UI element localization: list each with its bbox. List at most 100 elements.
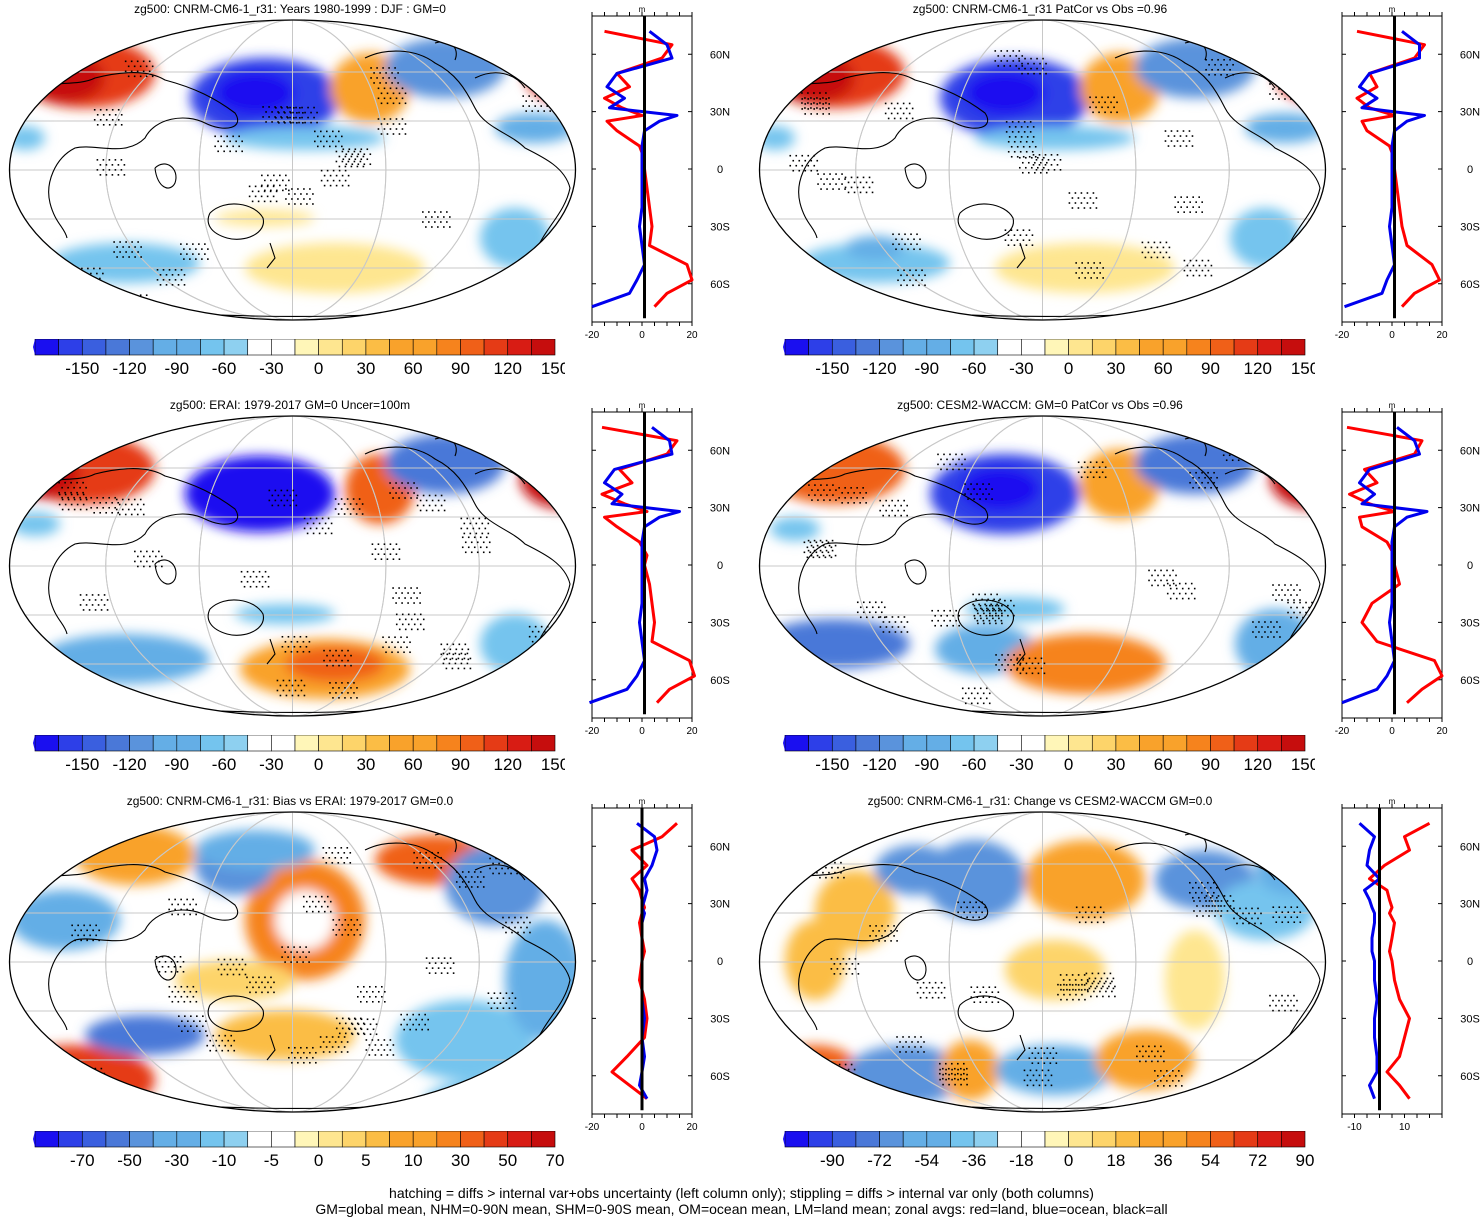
colorbar-cell [389,338,414,356]
colorbar-cell [200,338,225,356]
colorbar-cell [531,734,556,752]
colorbar-cell [460,1130,485,1148]
colorbar-cell [1115,1130,1140,1148]
anomaly-region [785,920,845,1000]
anomaly-region [1230,208,1300,268]
zonal-lat-label: 30N [1460,899,1480,911]
zonal-unit-label: m [1389,5,1396,14]
colorbar-cell [389,734,414,752]
zonal-xtick-label: 20 [1436,726,1448,737]
anomaly-region [1135,434,1255,494]
colorbar-tick-label: -90 [915,755,940,774]
zonal-lat-label: 60S [710,1071,730,1083]
anomaly-region [9,126,45,150]
zonal-xtick-label: 20 [686,1122,698,1133]
colorbar-tick-label: -30 [1009,359,1034,378]
colorbar-cell [1233,1130,1259,1148]
colorbar-cell [341,734,367,752]
zonal-xtick-label: -20 [1335,330,1350,341]
world-map [758,415,1327,717]
colorbar-cell [483,338,509,356]
colorbar-cell [436,734,461,752]
zonal-ocean-line [591,30,679,309]
colorbar-cell [460,734,485,752]
anomaly-region [1215,880,1315,940]
anomaly-region [775,53,855,103]
colorbar-cell [271,338,296,356]
colorbar-cell [507,1130,532,1148]
colorbar-cell [129,338,154,356]
anomaly-region [940,1040,1000,1100]
zonal-lat-label: 0 [717,956,723,968]
colorbar-tick-label: -60 [212,359,237,378]
colorbar-cell [1021,1130,1046,1148]
colorbar-cell [1068,338,1093,356]
colorbar: -70 -50 -30 -10 -5 0 5 10 30 50 70 [33,1130,564,1170]
colorbar-tick-label: -120 [863,755,897,774]
colorbar-cell [318,734,343,752]
anomaly-region [1025,840,1145,920]
colorbar-tick-label: 10 [404,1151,423,1170]
colorbar-cell [1115,734,1140,752]
colorbar-cell [507,338,532,356]
colorbar-cell [129,1130,154,1148]
colorbar-cell [1091,1130,1117,1148]
colorbar-cell [855,734,880,752]
zonal-ocean-line [1343,30,1426,309]
colorbar-cell [1281,734,1306,752]
colorbar-cell [1233,734,1259,752]
colorbar-tick-label: 0 [1064,755,1073,774]
colorbar-tick-label: 90 [1296,1151,1315,1170]
colorbar-cell [460,338,485,356]
colorbar-cell [318,338,343,356]
anomaly-region [965,71,1045,115]
zonal-lat-label: 30S [710,221,730,233]
colorbar-cell [831,734,857,752]
colorbar-cell [200,1130,225,1148]
zonal-unit-label: m [1389,401,1396,410]
zonal-unit-label: m [639,797,646,806]
zonal-lat-label: 30N [710,107,730,119]
anomaly-region [85,1015,205,1055]
colorbar-tick-label: 72 [1248,1151,1267,1170]
colorbar-cell [902,734,928,752]
anomaly-region [425,1080,545,1112]
colorbar-tick-label: 150 [1291,755,1315,774]
colorbar-tick-label: 60 [1154,755,1173,774]
anomaly-region [925,840,1025,920]
anomaly-region [960,467,1040,511]
colorbar-cell [1162,1130,1188,1148]
map-panel: zg500: CNRM-CM6-1_r31: Change vs CESM2-W… [750,794,1483,1192]
zonal-lat-label: 30S [1460,617,1480,629]
colorbar-cell [129,734,154,752]
panel-title: zg500: CNRM-CM6-1_r31: Years 1980-1999 :… [134,2,446,16]
colorbar-cell [1139,734,1164,752]
anomaly-region [25,53,105,103]
map-panel: zg500: CNRM-CM6-1_r31 PatCor vs Obs =0.9… [750,2,1483,400]
anomaly-region [215,1010,355,1060]
zonal-lat-label: 30S [1460,1013,1480,1025]
anomaly-region [480,614,550,674]
anomaly-region [995,1045,1115,1095]
panel-title: zg500: CNRM-CM6-1_r31 PatCor vs Obs =0.9… [912,2,1168,16]
anomaly-region [965,597,1065,621]
zonal-land-line [600,425,696,704]
colorbar-tick-label: 90 [451,755,470,774]
colorbar-cell [1091,338,1117,356]
colorbar-cell [223,734,249,752]
colorbar-cell [105,1130,130,1148]
colorbar-cell [1139,1130,1164,1148]
zonal-lat-label: 0 [717,164,723,176]
colorbar-cell [247,338,272,356]
colorbar-tick-label: -18 [1009,1151,1034,1170]
colorbar-tick-label: 0 [1064,359,1073,378]
footer-caption-line1: hatching = diffs > internal var+obs unce… [389,1185,1094,1201]
colorbar-cell [855,338,880,356]
colorbar-tick-label: -120 [113,359,147,378]
colorbar-tick-label: 18 [1106,1151,1125,1170]
colorbar-tick-label: -90 [165,755,190,774]
colorbar-cell [105,338,130,356]
zonal-xtick-label: 0 [639,330,645,341]
colorbar-cell [412,1130,438,1148]
colorbar-cell [58,1130,83,1148]
